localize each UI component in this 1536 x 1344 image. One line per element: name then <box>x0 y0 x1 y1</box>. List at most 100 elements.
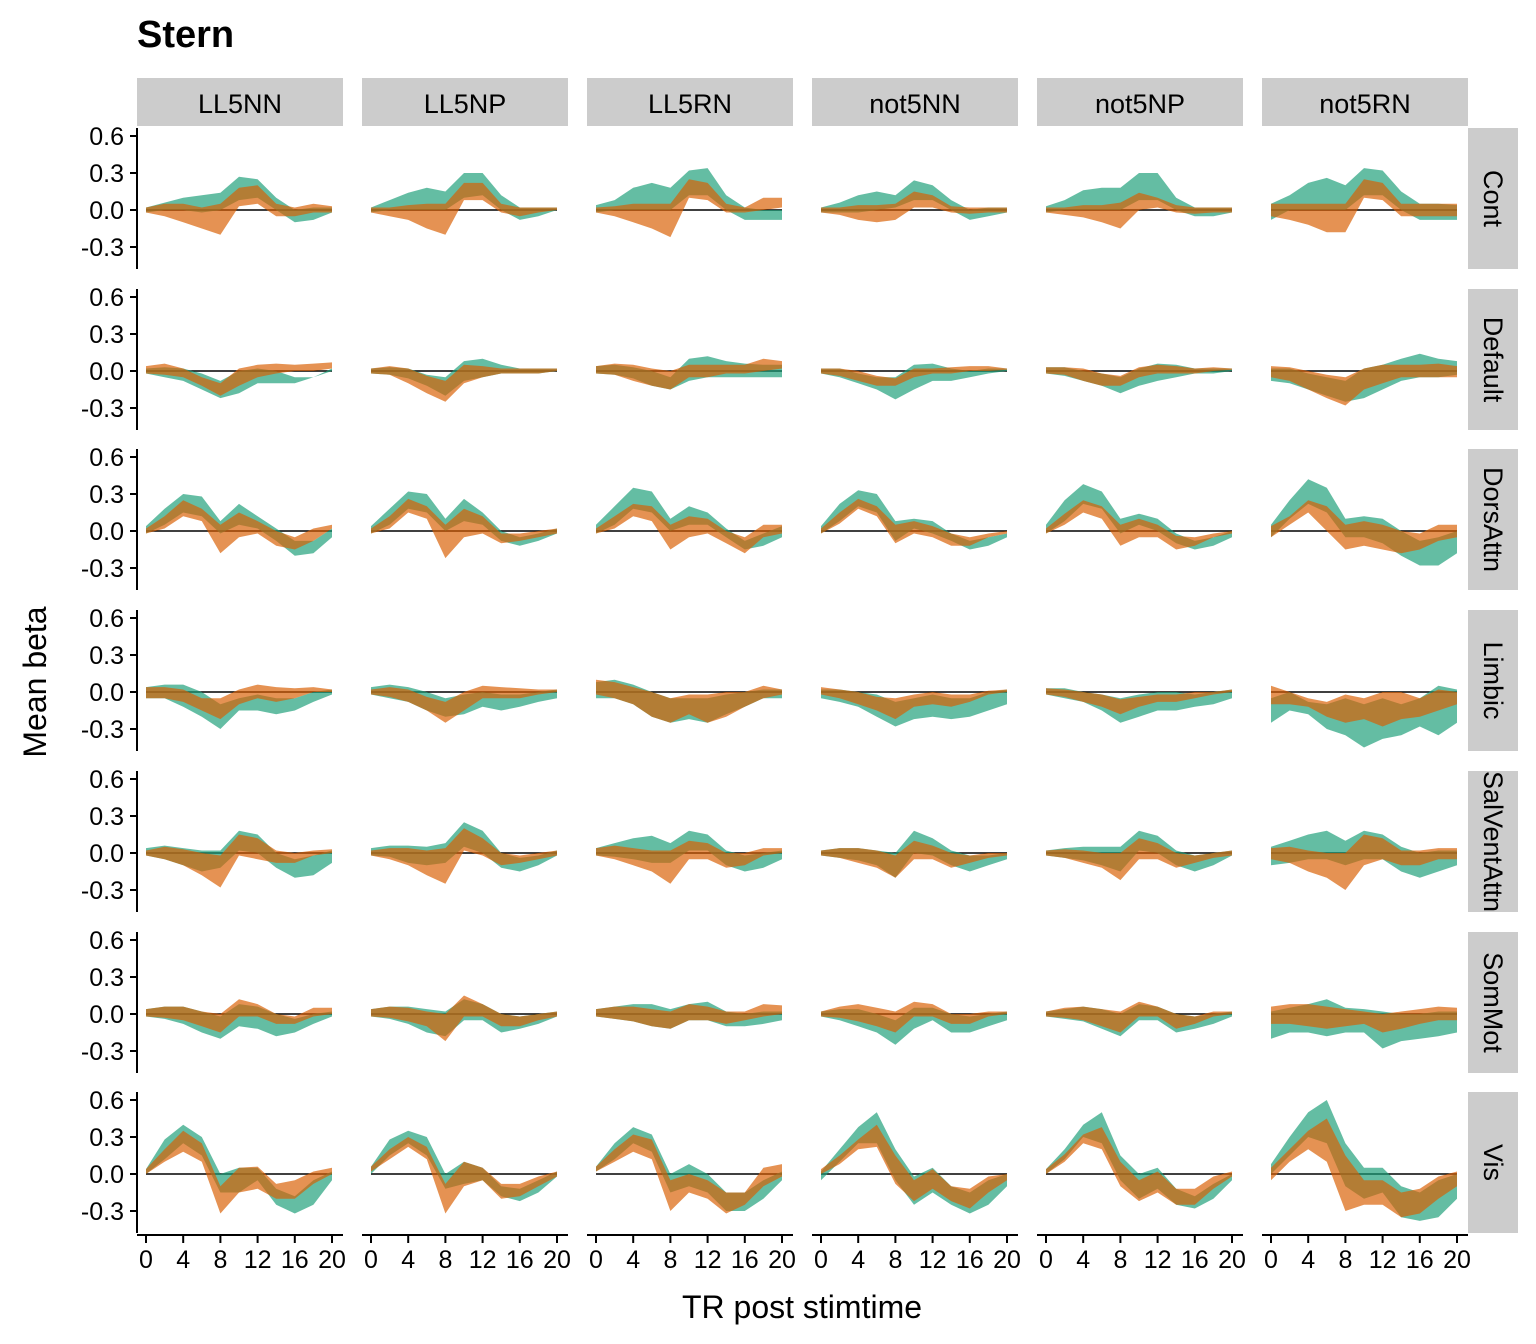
column-strip-label: LL5NN <box>198 89 282 119</box>
row-strip-Default: Default <box>1468 289 1518 430</box>
panel-Cont-not5RN <box>1271 168 1457 233</box>
ribbon-orange <box>1271 1004 1457 1033</box>
x-tick-label: 0 <box>1039 1246 1053 1274</box>
panel-Limbic-LL5NN <box>146 684 332 729</box>
x-tick-label: 12 <box>694 1246 722 1274</box>
ribbon-orange <box>821 687 1007 720</box>
panel-DorsAttn-not5RN <box>1271 479 1457 566</box>
panel-SomMot-not5RN <box>1271 999 1457 1049</box>
y-tick-label: 0.3 <box>89 160 124 188</box>
y-tick-label: 0.0 <box>89 840 124 868</box>
row-strip-DorsAttn: DorsAttn <box>1468 449 1518 590</box>
panel-Cont-LL5RN <box>596 168 782 238</box>
ribbon-orange <box>1271 1118 1457 1218</box>
panel-SalVentAttn-not5NN <box>821 830 1007 878</box>
x-tick-label: 16 <box>956 1246 984 1274</box>
panel-Limbic-not5RN <box>1271 685 1457 748</box>
ribbon-orange <box>1046 1127 1232 1205</box>
ribbon-orange <box>821 840 1007 878</box>
ribbon-orange <box>1271 500 1457 554</box>
x-tick-label: 0 <box>814 1246 828 1274</box>
x-tick-label: 8 <box>663 1246 677 1274</box>
row-strip-label: Vis <box>1478 1144 1508 1181</box>
x-tick-label: 0 <box>1264 1246 1278 1274</box>
ribbon-orange <box>371 828 557 884</box>
column-strip-not5NP: not5NP <box>1037 78 1243 126</box>
panel-Limbic-not5NP <box>1046 688 1232 723</box>
panel-Vis-LL5NN <box>146 1124 332 1214</box>
y-tick-label: 0.6 <box>89 766 124 794</box>
x-tick-label: 4 <box>176 1246 190 1274</box>
ribbon-orange <box>371 685 557 723</box>
x-tick-label: 4 <box>401 1246 415 1274</box>
ribbon-orange <box>146 362 332 396</box>
ribbon-orange <box>596 840 782 884</box>
panel-Cont-LL5NN <box>146 176 332 235</box>
column-strip-LL5NP: LL5NP <box>362 78 568 126</box>
ribbon-orange <box>1271 834 1457 890</box>
y-axis: 0.6 0.3 0.0 -0.3 <box>81 123 138 269</box>
y-tick-label: 0.3 <box>89 1124 124 1152</box>
y-axis-title: Mean beta <box>17 606 53 757</box>
panel-SomMot-not5NN <box>821 1001 1007 1045</box>
y-tick-label: 0.6 <box>89 605 124 633</box>
row-strip-label: Default <box>1478 317 1508 403</box>
panel-Vis-not5NN <box>821 1112 1007 1214</box>
column-strip-label: not5RN <box>1319 89 1411 119</box>
x-tick-label: 16 <box>506 1246 534 1274</box>
y-tick-label: 0.3 <box>89 481 124 509</box>
x-tick-label: 20 <box>993 1246 1021 1274</box>
x-axis-title: TR post stimtime <box>682 1289 922 1325</box>
ribbon-orange <box>596 358 782 390</box>
x-tick-label: 12 <box>1369 1246 1397 1274</box>
y-tick-label: 0.0 <box>89 1161 124 1189</box>
y-tick-label: 0.0 <box>89 1001 124 1029</box>
x-tick-label: 12 <box>1144 1246 1172 1274</box>
row-strip-SomMot: SomMot <box>1468 932 1518 1073</box>
panel-Limbic-not5NN <box>821 687 1007 727</box>
ribbon-orange <box>146 834 332 888</box>
x-axis: 0 4 8 12 16 20 <box>1037 1234 1246 1274</box>
ribbon-green <box>821 363 1007 400</box>
panel-Vis-not5NP <box>1046 1112 1232 1209</box>
x-tick-label: 16 <box>1406 1246 1434 1274</box>
x-tick-label: 8 <box>213 1246 227 1274</box>
x-axis: 0 4 8 12 16 20 <box>812 1234 1021 1274</box>
y-tick-label: -0.3 <box>81 395 124 423</box>
ribbon-orange <box>821 1001 1007 1033</box>
y-axis: 0.6 0.3 0.0 -0.3 <box>81 927 138 1073</box>
x-tick-label: 4 <box>1076 1246 1090 1274</box>
panel-Limbic-LL5RN <box>596 679 782 723</box>
panel-Limbic-LL5NP <box>371 684 557 723</box>
ribbon-orange <box>146 684 332 720</box>
ribbon-green <box>1046 484 1232 550</box>
panel-Default-LL5RN <box>596 356 782 390</box>
panel-SalVentAttn-not5RN <box>1271 830 1457 890</box>
y-tick-label: 0.3 <box>89 321 124 349</box>
x-axis: 0 4 8 12 16 20 <box>137 1234 346 1274</box>
panel-SomMot-LL5NN <box>146 999 332 1039</box>
ribbon-orange <box>1046 364 1232 386</box>
ribbon-orange <box>1271 685 1457 727</box>
panel-DorsAttn-LL5NN <box>146 494 332 556</box>
y-tick-label: -0.3 <box>81 877 124 905</box>
ribbon-orange <box>371 498 557 559</box>
panel-SomMot-LL5NP <box>371 995 557 1042</box>
x-tick-label: 12 <box>244 1246 272 1274</box>
ribbon-orange <box>821 498 1007 546</box>
row-strip-Vis: Vis <box>1468 1092 1518 1233</box>
row-strip-label: Limbic <box>1478 641 1508 719</box>
panel-Default-not5NP <box>1046 363 1232 394</box>
x-tick-label: 20 <box>1443 1246 1471 1274</box>
column-strip-LL5NN: LL5NN <box>137 78 343 126</box>
y-tick-label: 0.0 <box>89 518 124 546</box>
panel-SalVentAttn-LL5NN <box>146 830 332 888</box>
panel-DorsAttn-LL5NP <box>371 491 557 559</box>
y-axis: 0.6 0.3 0.0 -0.3 <box>81 1087 138 1233</box>
y-tick-label: 0.6 <box>89 284 124 312</box>
panel-Vis-not5RN <box>1271 1100 1457 1221</box>
ribbon-green <box>596 1127 782 1211</box>
panel-DorsAttn-LL5RN <box>596 487 782 554</box>
ribbon-orange <box>371 364 557 402</box>
ribbon-orange <box>596 1134 782 1214</box>
